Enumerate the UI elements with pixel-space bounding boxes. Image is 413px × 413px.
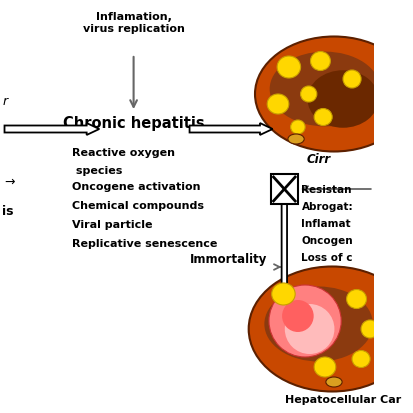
Ellipse shape bbox=[351, 351, 369, 368]
Text: Cirr: Cirr bbox=[306, 153, 330, 166]
Text: Replicative senescence: Replicative senescence bbox=[72, 238, 217, 248]
Ellipse shape bbox=[290, 121, 304, 135]
Ellipse shape bbox=[254, 38, 412, 152]
Text: Reactive oxygen: Reactive oxygen bbox=[72, 147, 175, 158]
Text: $\mathit{r}$: $\mathit{r}$ bbox=[2, 95, 9, 108]
Ellipse shape bbox=[287, 135, 304, 145]
Ellipse shape bbox=[360, 320, 378, 338]
Ellipse shape bbox=[281, 300, 313, 332]
Ellipse shape bbox=[264, 287, 372, 362]
Text: Loss of c: Loss of c bbox=[301, 252, 352, 262]
Ellipse shape bbox=[266, 95, 288, 115]
Ellipse shape bbox=[276, 57, 300, 79]
Text: Hepatocellular Car: Hepatocellular Car bbox=[285, 394, 401, 404]
Ellipse shape bbox=[300, 87, 316, 103]
FancyArrow shape bbox=[189, 124, 272, 135]
Text: species: species bbox=[72, 166, 122, 176]
FancyArrow shape bbox=[5, 124, 99, 135]
Ellipse shape bbox=[284, 304, 334, 354]
Text: Inflamat: Inflamat bbox=[301, 218, 350, 228]
Ellipse shape bbox=[269, 52, 379, 127]
Ellipse shape bbox=[310, 52, 330, 71]
Text: Oncogene activation: Oncogene activation bbox=[72, 182, 200, 192]
FancyArrow shape bbox=[279, 204, 288, 297]
Text: Resistan: Resistan bbox=[301, 185, 351, 195]
Text: Oncogen: Oncogen bbox=[301, 235, 352, 245]
Text: Chronic hepatitis: Chronic hepatitis bbox=[63, 116, 204, 131]
Text: is: is bbox=[2, 204, 13, 218]
Ellipse shape bbox=[346, 290, 366, 309]
Ellipse shape bbox=[307, 71, 377, 128]
Text: Inflamation,
virus replication: Inflamation, virus replication bbox=[83, 12, 184, 33]
Ellipse shape bbox=[313, 357, 335, 377]
Ellipse shape bbox=[313, 109, 331, 126]
Ellipse shape bbox=[325, 377, 341, 387]
Ellipse shape bbox=[271, 283, 294, 305]
Text: $\rightarrow$: $\rightarrow$ bbox=[2, 175, 16, 188]
Ellipse shape bbox=[268, 285, 340, 357]
Text: Chemical compounds: Chemical compounds bbox=[72, 201, 204, 211]
Text: Viral particle: Viral particle bbox=[72, 219, 152, 230]
Ellipse shape bbox=[248, 267, 413, 392]
Text: Abrogat:: Abrogat: bbox=[301, 202, 352, 211]
Bar bbox=[270, 175, 297, 204]
Ellipse shape bbox=[342, 71, 360, 89]
Text: Immortality: Immortality bbox=[189, 253, 266, 266]
